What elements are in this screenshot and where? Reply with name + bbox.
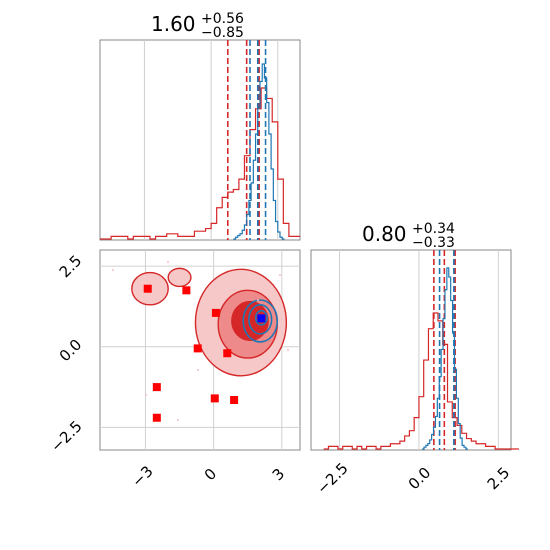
- panel-bottom-title: 0.80: [362, 222, 407, 246]
- contour-side-region: [167, 267, 192, 288]
- scatter-point: [145, 394, 147, 396]
- marker-square-series-a: [193, 344, 202, 353]
- x-tick-label: 2.5: [484, 464, 514, 494]
- marker-square-series-a: [210, 394, 219, 403]
- panel-top-title: 1.60: [151, 12, 196, 36]
- x-tick-label: 0.0: [405, 464, 435, 494]
- x-tick-label: −3: [128, 462, 156, 490]
- marker-square-series-a: [182, 286, 191, 295]
- marker-square-series-a: [152, 383, 161, 392]
- title-upper-error: +0.56: [201, 11, 244, 27]
- marker-square-series-b: [257, 314, 266, 323]
- panel-bottom-ticks: −2.5 0.0 2.5: [313, 459, 513, 497]
- x-tick-label: 0: [201, 465, 220, 484]
- contour-inner-series-b: [254, 309, 268, 326]
- panel-contour: −3 0 3 2.5 0.0 −2.5: [47, 249, 301, 491]
- panel-bottom-histogram: 0.80 +0.34 −0.33 −2.5 0.0 2.5: [310, 221, 519, 498]
- panel-top-plot-area: [100, 40, 300, 240]
- marker-square-series-a: [211, 308, 220, 317]
- contour-outer-series-b: [242, 299, 279, 343]
- title-value: 1.60: [151, 12, 196, 36]
- y-tick-label: 2.5: [56, 252, 86, 282]
- title-lower-error: −0.85: [201, 25, 244, 41]
- marker-square-series-a: [143, 284, 152, 293]
- marker-square-series-a: [223, 349, 232, 358]
- panel-bottom-plot-area: [323, 250, 519, 450]
- title-lower-error: −0.33: [412, 235, 455, 251]
- y-tick-label: 0.0: [56, 336, 86, 366]
- scatter-point: [112, 269, 114, 271]
- panel-bottom-frame: [310, 249, 512, 451]
- histogram-step-series-a: [323, 312, 519, 450]
- histogram-step-series-b: [422, 267, 468, 450]
- panel-top-frame: [99, 39, 301, 241]
- y-tick-label: −2.5: [47, 417, 85, 455]
- scatter-point: [197, 369, 199, 371]
- scatter-point: [279, 274, 281, 276]
- panel-contour-plot-area: [112, 261, 289, 422]
- histogram-step-series-b: [233, 63, 285, 240]
- scatter-point: [167, 261, 169, 263]
- title-value: 0.80: [362, 222, 407, 246]
- x-tick-label: 3: [269, 465, 288, 484]
- panel-top-histogram: 1.60 +0.56 −0.85: [99, 11, 301, 241]
- x-tick-label: −2.5: [313, 459, 351, 497]
- contour-middle-series-b: [248, 304, 273, 335]
- scatter-point: [287, 349, 289, 351]
- scatter-point: [257, 299, 259, 301]
- marker-square-series-a: [152, 413, 161, 422]
- title-upper-error: +0.34: [412, 221, 455, 237]
- scatter-point: [177, 419, 179, 421]
- marker-square-series-a: [230, 396, 239, 404]
